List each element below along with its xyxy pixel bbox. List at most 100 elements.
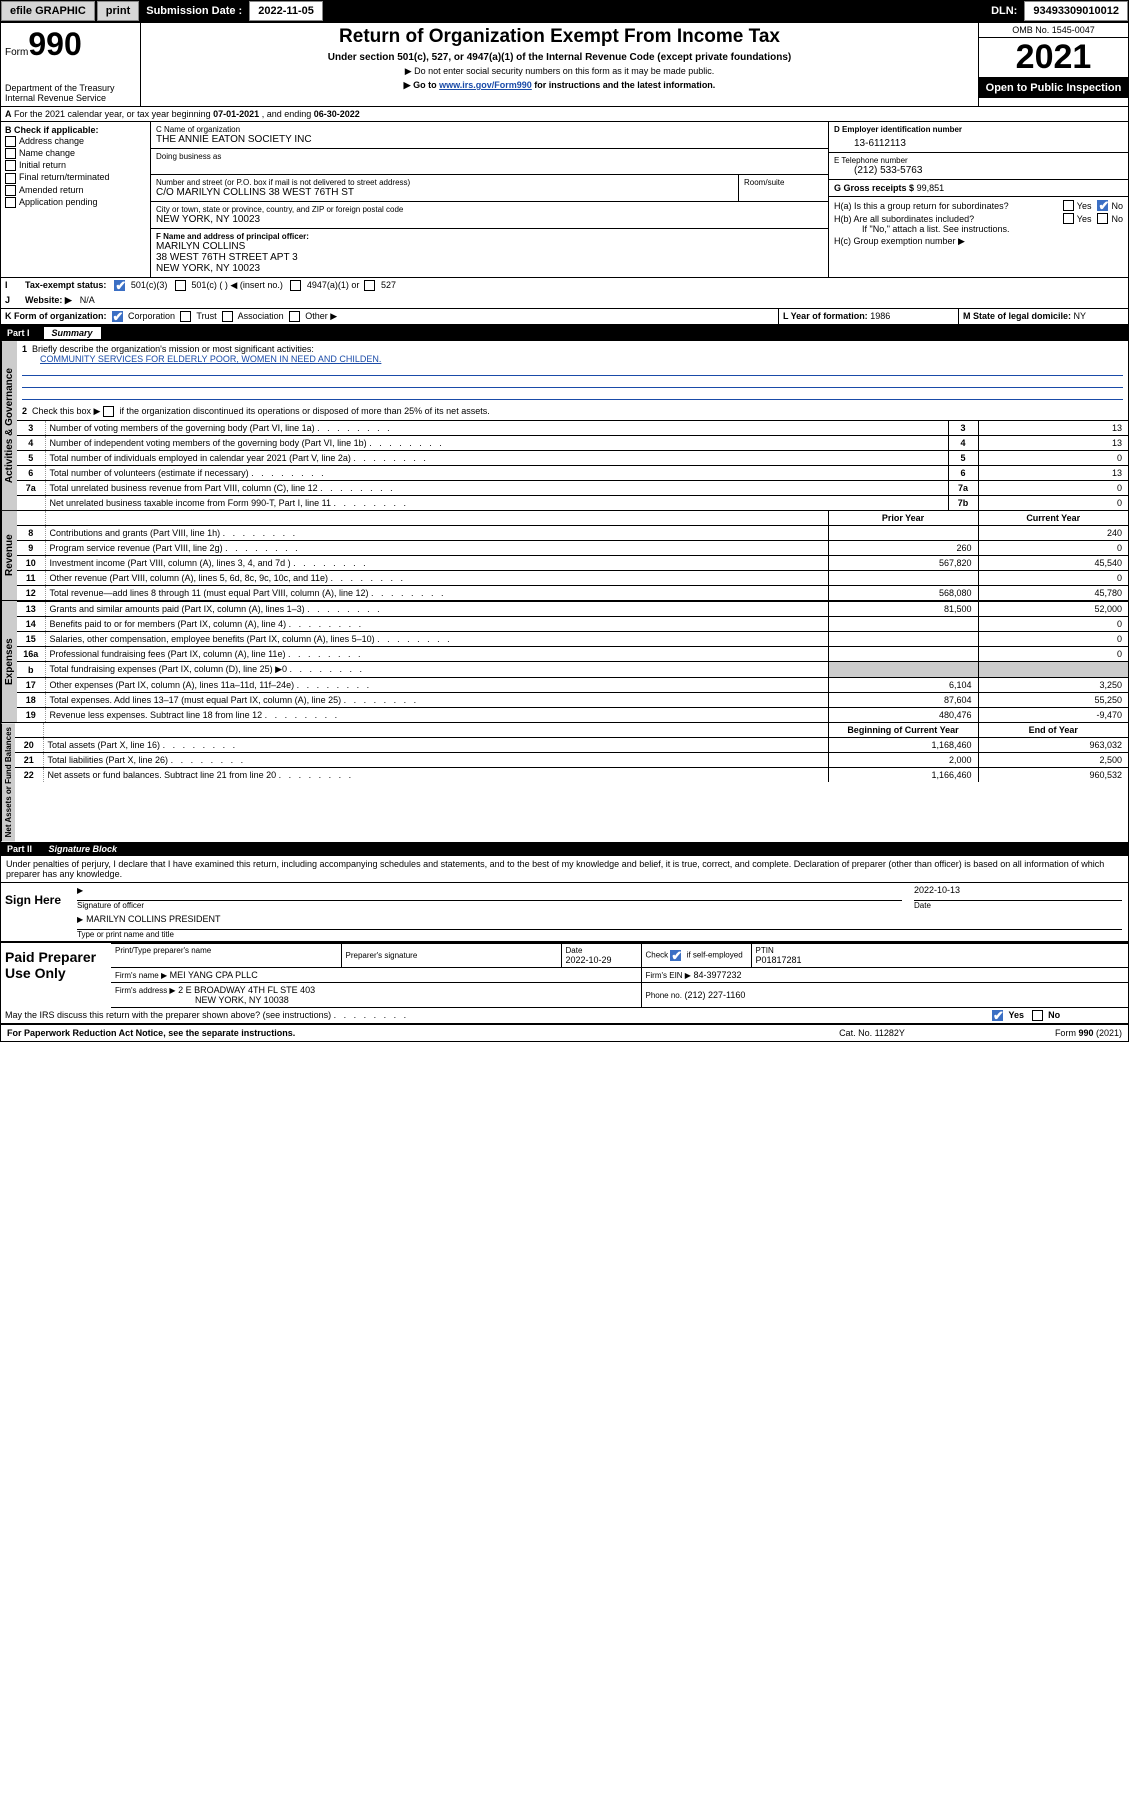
self-employed-label: Check if self-employed [646,950,747,961]
hb-note: If "No," attach a list. See instructions… [834,224,1123,234]
firm-addr2: NEW YORK, NY 10038 [115,995,289,1005]
prep-sig-label: Preparer's signature [346,951,557,960]
phone: (212) 533-5763 [834,165,1123,176]
part1-num: Part I [7,328,30,338]
prep-name-label: Print/Type preparer's name [115,946,337,955]
expenses-table: 13Grants and similar amounts paid (Part … [17,601,1128,722]
org-name: THE ANNIE EATON SOCIETY INC [156,134,823,145]
side-governance: Activities & Governance [1,341,17,510]
room-label: Room/suite [744,178,823,187]
officer-name-title: MARILYN COLLINS PRESIDENT [86,914,220,924]
officer-name-line: MARILYN COLLINS PRESIDENT [77,914,1122,930]
other-checkbox[interactable] [289,311,300,322]
sign-here-block: Sign Here Signature of officer 2022-10-1… [1,883,1128,942]
gross-receipts: 99,851 [917,183,945,193]
other-label: Other ▶ [305,311,337,321]
k-label: K Form of organization: [5,311,107,321]
side-expenses: Expenses [1,601,17,722]
state-domicile: NY [1074,311,1087,321]
netassets-table: Beginning of Current YearEnd of Year20To… [15,723,1128,782]
governance-section: Activities & Governance 1 Briefly descri… [1,341,1128,510]
officer-name: MARILYN COLLINS [156,241,823,252]
527-checkbox[interactable] [364,280,375,291]
trust-label: Trust [196,311,216,321]
sign-here-label: Sign Here [1,883,71,941]
row-j: J Website: ▶ N/A [1,293,1128,309]
firm-phone: (212) 227-1160 [685,990,746,1000]
hb-label: H(b) Are all subordinates included? [834,214,1063,224]
e-label: E Telephone number [834,156,1123,165]
name-title-label: Type or print name and title [77,930,1122,939]
no-label: No [1111,201,1123,211]
form-subtitle-1: Under section 501(c), 527, or 4947(a)(1)… [147,52,972,63]
discuss-yes-checkbox[interactable] [992,1010,1003,1021]
check-b-option[interactable]: Application pending [5,197,146,208]
hb-yes-checkbox[interactable] [1063,213,1074,224]
tax-year-begin: 07-01-2021 [213,109,259,119]
dba-label: Doing business as [156,152,823,161]
check-b-option[interactable]: Address change [5,136,146,147]
501c-checkbox[interactable] [175,280,186,291]
part2-num: Part II [7,844,32,854]
l-label: L Year of formation: [783,311,868,321]
row-i: I Tax-exempt status: 501(c)(3) 501(c) ( … [1,278,1128,293]
form-header: Form990 Department of the Treasury Inter… [1,23,1128,107]
paid-preparer-label: Paid Preparer Use Only [1,943,111,1008]
omb-number: OMB No. 1545-0047 [979,23,1128,38]
check-b-option[interactable]: Final return/terminated [5,172,146,183]
part2-header: Part II Signature Block [1,842,1128,856]
paperwork-notice: For Paperwork Reduction Act Notice, see … [7,1028,772,1038]
discuss-row: May the IRS discuss this return with the… [1,1008,1128,1024]
dept-treasury: Department of the Treasury Internal Reve… [5,83,136,103]
firm-addr-label: Firm's address ▶ [115,986,176,995]
ein: 13-6112113 [834,134,1123,149]
top-bar: efile GRAPHIC print Submission Date : 20… [0,0,1129,22]
501c3-checkbox[interactable] [114,280,125,291]
yes-label-2: Yes [1077,214,1092,224]
assoc-checkbox[interactable] [222,311,233,322]
check-b-option[interactable]: Amended return [5,185,146,196]
firm-ein-label: Firm's EIN ▶ [646,971,691,980]
print-button[interactable]: print [97,1,139,21]
corp-checkbox[interactable] [112,311,123,322]
c-name-label: C Name of organization [156,125,823,134]
city-label: City or town, state or province, country… [156,205,823,214]
self-employed-checkbox[interactable] [670,950,681,961]
firm-ein: 84-3977232 [693,970,741,980]
line1-label: Briefly describe the organization's miss… [32,344,314,354]
check-b-option[interactable]: Name change [5,148,146,159]
tax-year-end: 06-30-2022 [314,109,360,119]
check-b-column: B Check if applicable: Address changeNam… [1,122,151,277]
submission-date-value: 2022-11-05 [249,1,323,21]
ha-no-checkbox[interactable] [1097,200,1108,211]
discuss-question: May the IRS discuss this return with the… [5,1010,331,1020]
revenue-section: Revenue Prior YearCurrent Year8Contribut… [1,510,1128,600]
preparer-table: Print/Type preparer's name Preparer's si… [111,943,1128,1008]
4947-checkbox[interactable] [290,280,301,291]
section-b-to-m: B Check if applicable: Address changeNam… [1,122,1128,278]
irs-link[interactable]: www.irs.gov/Form990 [439,80,532,90]
501c3-label: 501(c)(3) [131,280,168,290]
line2-checkbox[interactable] [103,406,114,417]
sig-date: 2022-10-13 [914,885,1122,901]
d-label: D Employer identification number [834,125,1123,134]
officer-sig-line[interactable] [77,885,902,901]
side-netassets: Net Assets or Fund Balances [1,723,15,841]
right-column: D Employer identification number 13-6112… [828,122,1128,277]
4947-label: 4947(a)(1) or [307,280,360,290]
j-label: Website: ▶ [21,293,76,308]
submission-date-label: Submission Date : [140,0,248,22]
hb-no-checkbox[interactable] [1097,213,1108,224]
efile-graphic-button[interactable]: efile GRAPHIC [1,1,95,21]
ha-label: H(a) Is this a group return for subordin… [834,201,1063,211]
open-to-public: Open to Public Inspection [979,78,1128,98]
trust-checkbox[interactable] [180,311,191,322]
discuss-no-checkbox[interactable] [1032,1010,1043,1021]
cat-no: Cat. No. 11282Y [772,1028,972,1038]
check-b-option[interactable]: Initial return [5,160,146,171]
ha-yes-checkbox[interactable] [1063,200,1074,211]
netassets-section: Net Assets or Fund Balances Beginning of… [1,722,1128,841]
b-header: B Check if applicable: [5,125,146,135]
f-label: F Name and address of principal officer: [156,232,823,241]
tax-year: 2021 [979,38,1128,78]
